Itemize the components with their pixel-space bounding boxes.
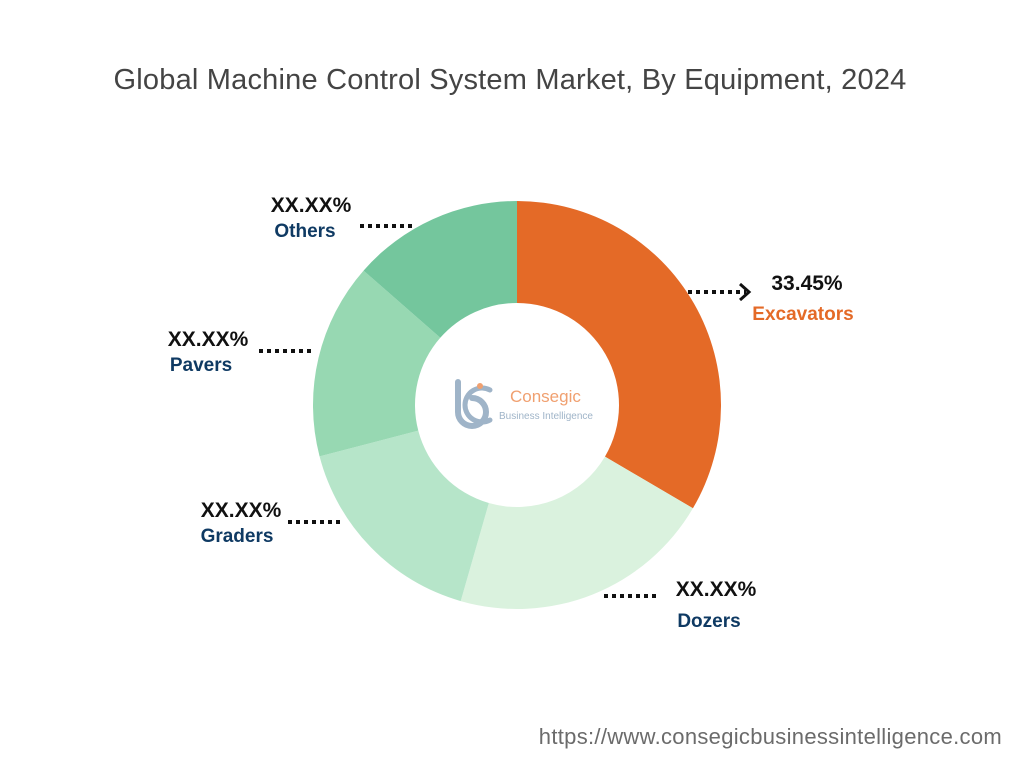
category-label-dozers: Dozers (677, 611, 740, 632)
leader-arrow (739, 282, 752, 302)
slice-dozers[interactable] (460, 456, 693, 610)
data-label-others: XX.XX% (271, 194, 352, 217)
chart-title: Global Machine Control System Market, By… (113, 64, 907, 96)
slice-graders[interactable] (319, 430, 489, 602)
logo-name: Consegic (510, 387, 581, 406)
consegic-logo: Consegic Business Intelligence (455, 379, 593, 429)
logo-mark-dot (477, 383, 483, 389)
source-url[interactable]: https://www.consegicbusinessintelligence… (538, 724, 1002, 749)
data-labels: 33.45% Excavators XX.XX% Dozers XX.XX% Grader… (168, 194, 854, 632)
slice-excavators[interactable] (517, 201, 722, 509)
slice-pavers[interactable] (312, 270, 441, 457)
data-label-graders: XX.XX% (201, 499, 282, 522)
category-label-excavators: Excavators (752, 304, 853, 325)
category-label-pavers: Pavers (170, 355, 232, 376)
donut-slices (312, 201, 722, 610)
data-label-dozers: XX.XX% (676, 578, 757, 601)
category-label-others: Others (274, 221, 335, 242)
data-label-pavers: XX.XX% (168, 328, 249, 351)
slice-others[interactable] (363, 201, 517, 338)
leader-lines (259, 224, 752, 598)
category-label-graders: Graders (201, 526, 274, 547)
data-label-excavators: 33.45% (771, 272, 843, 295)
logo-tagline: Business Intelligence (499, 411, 593, 422)
